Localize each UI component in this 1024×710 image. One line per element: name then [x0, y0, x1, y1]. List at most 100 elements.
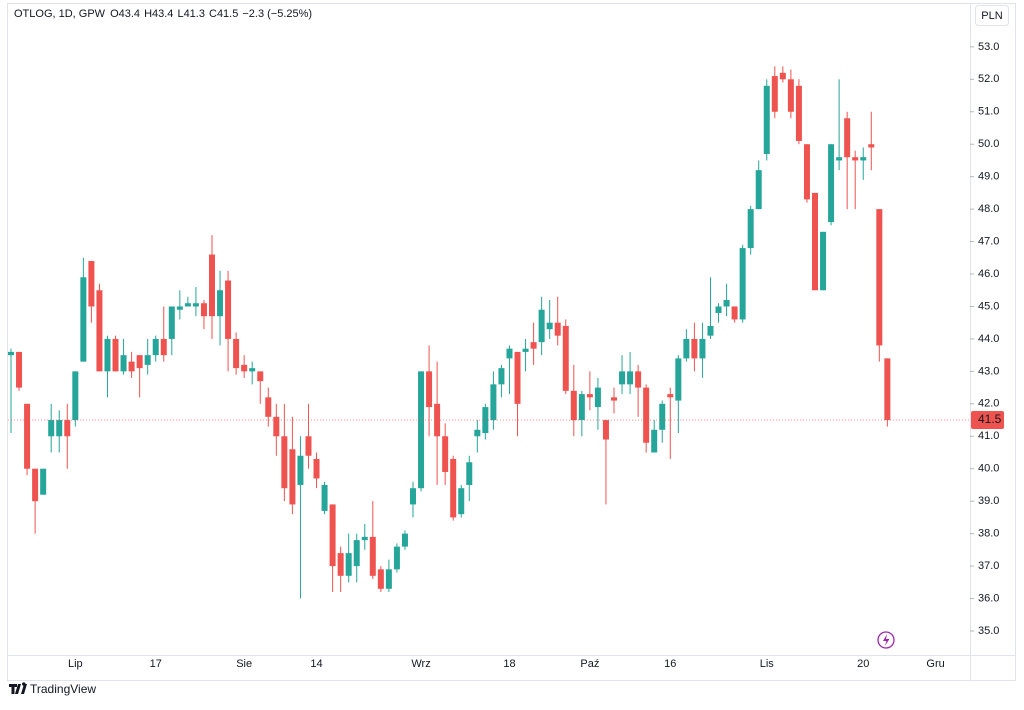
y-tick-label: 46.0 — [978, 268, 999, 280]
candle-body — [168, 306, 175, 339]
candle-body — [249, 368, 256, 372]
candle-body — [361, 536, 368, 541]
candle-body — [498, 368, 505, 385]
candle-body — [667, 394, 674, 398]
candle-body — [104, 338, 111, 372]
candle-body — [836, 157, 843, 161]
candle-body — [868, 144, 875, 148]
legend-label: H — [144, 8, 152, 20]
brand-logo — [9, 682, 27, 694]
candle-body — [64, 420, 71, 437]
candle-body — [184, 303, 191, 307]
candle-body — [450, 458, 457, 518]
x-tick-label: 14 — [310, 658, 322, 670]
candle-body — [209, 254, 215, 317]
candle-body — [176, 306, 183, 310]
last-price-label: 41.5 — [978, 412, 1002, 426]
x-tick-label: 20 — [857, 658, 869, 670]
events-bolt — [883, 634, 890, 646]
y-tick-label: 40.0 — [978, 463, 999, 475]
candle-body — [530, 342, 537, 349]
candle-body — [594, 387, 601, 408]
candle-body — [418, 371, 425, 489]
candle-body — [305, 436, 312, 456]
candle-body — [160, 338, 167, 356]
candle-body — [506, 348, 513, 359]
candle-body — [514, 351, 521, 404]
candle-body — [329, 504, 336, 567]
candle-body — [771, 76, 778, 112]
candle-body — [233, 338, 240, 369]
candle-body — [578, 394, 585, 421]
y-tick-label: 50.0 — [978, 138, 999, 150]
candle-body — [651, 429, 658, 453]
candle-body — [635, 371, 642, 388]
candle-body — [393, 546, 400, 570]
candle-body — [619, 371, 626, 385]
legend-value: 43.4 — [152, 8, 173, 20]
candle-body — [128, 361, 135, 372]
candle-body — [88, 261, 95, 307]
y-tick-label: 44.0 — [978, 333, 999, 345]
candle-body — [763, 85, 770, 154]
candle-body — [747, 209, 754, 249]
candle-body — [884, 358, 891, 421]
candle-body — [627, 371, 634, 385]
candle-body — [490, 384, 497, 421]
y-tick-label: 45.0 — [978, 300, 999, 312]
y-tick-label: 51.0 — [978, 106, 999, 118]
legend-value: 43.4 — [119, 8, 140, 20]
candle-body — [474, 429, 481, 437]
candle-body — [820, 231, 827, 291]
symbol: OTLOG, 1D, GPW — [14, 8, 106, 20]
candle-body — [321, 484, 328, 511]
y-tick-label: 37.0 — [978, 560, 999, 572]
candle-body — [136, 355, 143, 369]
candle-body — [96, 290, 103, 372]
y-tick-label: 36.0 — [978, 592, 999, 604]
candle-body — [602, 420, 609, 440]
currency-button[interactable] — [975, 5, 1009, 26]
y-tick-label: 52.0 — [978, 73, 999, 85]
candle-body — [828, 144, 835, 223]
candle-body — [192, 303, 199, 307]
y-tick-label: 53.0 — [978, 41, 999, 53]
candle-body — [369, 536, 376, 576]
candle-body — [844, 118, 851, 158]
chart-frame — [7, 3, 1016, 681]
legend-label: L — [177, 8, 183, 20]
last-price-box — [971, 411, 1004, 430]
candle-body — [458, 488, 465, 515]
x-tick-label: Lis — [760, 658, 775, 670]
x-tick-label: 17 — [150, 658, 162, 670]
candle-body — [659, 403, 666, 430]
candle-body — [554, 322, 561, 336]
legend-label: O — [110, 8, 119, 20]
candle-body — [779, 72, 786, 80]
candle-body — [281, 436, 288, 489]
change: −2.3 (−5.25%) — [242, 8, 312, 20]
header: OTLOG, 1D, GPW O 43.4 H 43.4 L 41.3 C 41.5 −2.3 (… — [14, 8, 312, 20]
candle-body — [707, 325, 714, 336]
candle-body — [112, 338, 119, 372]
candle-body — [144, 355, 151, 365]
candle-body — [8, 351, 14, 356]
candle-body — [120, 355, 127, 372]
x-tick-label: 16 — [664, 658, 676, 670]
legend-value: 41.3 — [184, 8, 205, 20]
candle-body — [755, 170, 762, 210]
legend-label: C — [209, 8, 217, 20]
candle-body — [611, 397, 617, 401]
candle-body — [739, 248, 746, 320]
x-tick-label: Wrz — [411, 658, 430, 670]
candle-body — [80, 277, 87, 362]
candle-body — [32, 468, 39, 502]
candle-body — [876, 209, 883, 346]
legend-value: 41.5 — [217, 8, 238, 20]
x-tick-label: Gru — [926, 658, 944, 670]
currency[interactable]: PLN — [981, 10, 1002, 22]
candle-body — [48, 420, 55, 437]
candle-body — [466, 462, 473, 485]
